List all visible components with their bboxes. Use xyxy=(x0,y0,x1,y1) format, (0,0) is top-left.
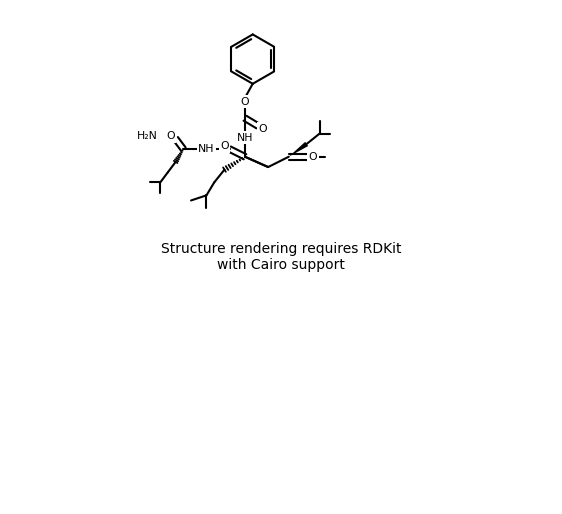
Text: NH: NH xyxy=(198,144,215,154)
Polygon shape xyxy=(289,142,308,157)
Text: O: O xyxy=(166,131,175,141)
Text: O: O xyxy=(241,97,250,107)
Text: O: O xyxy=(220,141,229,152)
Text: NH: NH xyxy=(237,133,253,143)
Text: H₂N: H₂N xyxy=(137,131,157,141)
Text: O: O xyxy=(259,123,268,134)
Text: O: O xyxy=(309,152,317,162)
Text: Structure rendering requires RDKit
with Cairo support: Structure rendering requires RDKit with … xyxy=(161,242,401,272)
